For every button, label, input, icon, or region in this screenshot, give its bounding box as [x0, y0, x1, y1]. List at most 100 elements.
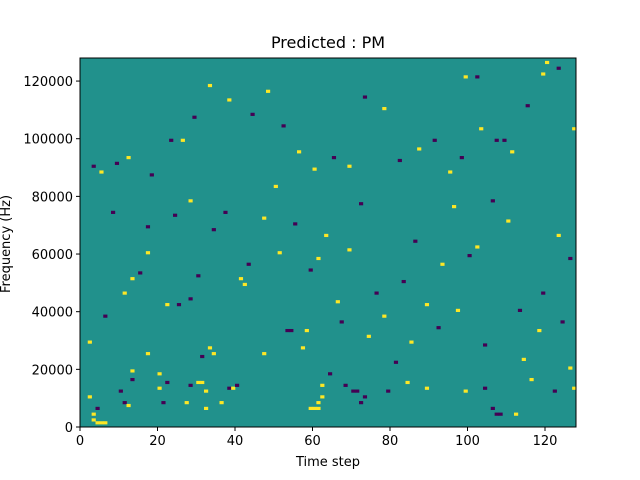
y-tick-label: 20000	[32, 363, 73, 378]
heatmap-cell	[238, 277, 244, 281]
heatmap-cell	[165, 303, 170, 307]
x-axis: 0 20 40 60 80 100 120	[76, 427, 558, 449]
heatmap-cell	[459, 156, 464, 160]
heatmap-cell	[312, 167, 317, 171]
x-tick-label: 100	[455, 434, 480, 449]
heatmap-cell	[99, 421, 104, 425]
heatmap-cell	[351, 389, 356, 393]
heatmap-cell	[355, 389, 360, 393]
heatmap-cell	[130, 369, 135, 373]
heatmap-cell	[231, 386, 236, 390]
heatmap-cell	[173, 213, 178, 217]
heatmap-cell	[277, 251, 282, 255]
heatmap-cell	[359, 202, 364, 206]
heatmap-cell	[196, 380, 201, 385]
heatmap-cell	[122, 401, 127, 405]
heatmap-cell	[463, 75, 468, 79]
heatmap-cell	[393, 360, 399, 364]
heatmap-cell	[413, 239, 418, 243]
heatmap-cell	[95, 421, 100, 425]
x-tick-label: 40	[227, 434, 244, 449]
heatmap-cell	[568, 256, 573, 261]
heatmap-cell	[452, 205, 457, 209]
heatmap-cell	[246, 262, 251, 266]
heatmap-cell	[448, 170, 453, 174]
heatmap-cell	[490, 199, 495, 203]
heatmap-cell	[235, 383, 240, 387]
heatmap-cell	[204, 389, 209, 393]
heatmap-cell	[483, 343, 488, 347]
heatmap-cell	[463, 389, 468, 393]
heatmap-cell	[180, 138, 185, 142]
heatmap-cell	[145, 251, 151, 255]
heatmap-cell	[165, 380, 170, 385]
x-tick-label: 120	[533, 434, 558, 449]
chart-title: Predicted : PM	[271, 33, 385, 52]
heatmap-cell	[537, 328, 542, 333]
heatmap-cell	[362, 395, 368, 399]
heatmap-cell	[227, 98, 232, 102]
heatmap-cell	[122, 291, 127, 295]
heatmap-cell	[359, 401, 364, 405]
heatmap-cell	[161, 401, 166, 405]
heatmap-cell	[188, 383, 193, 387]
heatmap-cell	[490, 406, 495, 410]
heatmap-cell	[130, 377, 135, 382]
heatmap-cell	[521, 357, 526, 361]
heatmap-cell	[227, 386, 232, 390]
heatmap-cell	[289, 328, 294, 333]
heatmap-cell	[362, 95, 368, 99]
heatmap-background	[80, 58, 576, 427]
heatmap-cell	[149, 173, 154, 177]
heatmap-cell	[436, 326, 441, 330]
heatmap-cell	[347, 248, 352, 252]
heatmap-cell	[242, 282, 247, 287]
heatmap-cell	[316, 406, 321, 410]
heatmap-cell	[169, 138, 174, 142]
heatmap-cell	[188, 199, 193, 203]
x-tick-label: 60	[304, 434, 321, 449]
heatmap-cell	[401, 279, 406, 284]
heatmap-cell	[560, 320, 565, 324]
heatmap-cell	[176, 303, 182, 307]
heatmap-cell	[455, 308, 461, 312]
heatmap-cell	[211, 228, 216, 232]
heatmap-cell	[517, 308, 523, 312]
heatmap-cell	[335, 300, 340, 304]
heatmap-cell	[308, 406, 313, 410]
heatmap-cell	[347, 164, 352, 168]
y-tick-label: 120000	[23, 75, 73, 90]
heatmap-cell	[184, 401, 189, 405]
heatmap-cell	[494, 138, 499, 142]
y-tick-label: 60000	[32, 248, 73, 263]
x-axis-label: Time step	[295, 455, 360, 470]
heatmap-cell	[281, 124, 286, 128]
heatmap-cell	[552, 389, 557, 393]
heatmap-cell	[514, 412, 519, 416]
heatmap-cell	[223, 210, 228, 214]
heatmap-cell	[339, 320, 344, 324]
heatmap-cell	[316, 401, 321, 405]
heatmap-cell	[502, 138, 507, 142]
heatmap-cell	[103, 421, 108, 425]
plot-area	[79, 57, 577, 428]
heatmap-cell	[111, 210, 116, 214]
heatmap-cell	[285, 328, 290, 333]
heatmap-cell	[87, 340, 92, 344]
heatmap-cell	[331, 156, 337, 160]
heatmap-cell	[366, 334, 371, 338]
heatmap-cell	[211, 352, 216, 356]
heatmap-cell	[475, 245, 480, 249]
heatmap-cell	[382, 314, 387, 318]
y-tick-label: 100000	[23, 133, 73, 148]
heatmap-cell	[138, 271, 143, 275]
x-tick-label: 20	[149, 434, 166, 449]
heatmap-cell	[99, 170, 104, 174]
heatmap-cell	[192, 115, 197, 119]
y-axis-label: Frequency (Hz)	[0, 195, 14, 293]
heatmap-cell	[424, 303, 430, 307]
heatmap-cell	[297, 150, 302, 154]
heatmap-cell	[556, 233, 561, 238]
heatmap-cell	[130, 277, 135, 281]
